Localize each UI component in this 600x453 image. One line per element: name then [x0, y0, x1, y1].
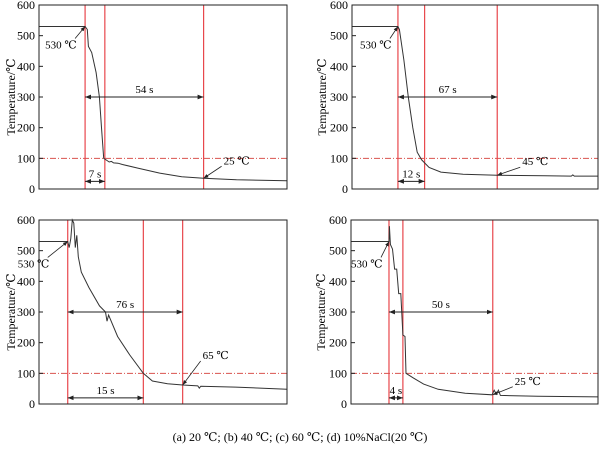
y-tick-label: 600: [330, 0, 348, 12]
y-tick-label: 400: [329, 274, 347, 288]
annotation-arrow: [380, 241, 390, 258]
temperature-annotation: 65 ℃: [203, 350, 229, 362]
y-tick-label: 200: [330, 121, 348, 135]
y-tick-label: 300: [17, 305, 35, 319]
y-tick-label: 200: [329, 336, 347, 350]
figure-caption: (a) 20 ℃; (b) 40 ℃; (c) 60 ℃; (d) 10%NaC…: [173, 430, 428, 444]
annotation-arrow: [497, 166, 521, 176]
y-tick-label: 600: [17, 213, 35, 227]
y-tick-label: 0: [341, 397, 347, 411]
y-axis-label: Temperature/℃: [4, 58, 18, 135]
duration-label: 7 s: [89, 168, 102, 180]
y-tick-label: 400: [17, 274, 35, 288]
y-tick-label: 0: [29, 182, 35, 196]
annotation-arrow: [182, 360, 201, 386]
y-tick-label: 400: [330, 59, 348, 73]
y-tick-label: 400: [17, 59, 35, 73]
annotation-arrow: [203, 165, 222, 179]
temperature-annotation: 530 ℃: [45, 39, 77, 51]
annotation-arrow: [74, 26, 86, 39]
y-axis-label: Temperature/℃: [4, 273, 18, 350]
y-tick-label: 300: [17, 90, 35, 104]
y-tick-label: 0: [342, 182, 348, 196]
duration-label: 76 s: [116, 299, 134, 311]
temperature-annotation: 530 ℃: [351, 258, 383, 270]
temperature-annotation: 530 ℃: [18, 258, 50, 270]
duration-label: 12 s: [402, 168, 420, 180]
y-tick-label: 600: [329, 213, 347, 227]
y-tick-label: 100: [329, 366, 347, 380]
annotation-arrow: [492, 386, 513, 396]
duration-label: 54 s: [135, 84, 153, 96]
panel-c: 0 100 200 300 400 500 600 Temperature/℃ 76 s 15 s…: [4, 213, 288, 411]
y-tick-label: 600: [17, 0, 35, 12]
duration-label: 67 s: [439, 84, 457, 96]
y-tick-label: 0: [29, 397, 35, 411]
temperature-annotation: 25 ℃: [224, 155, 250, 167]
y-tick-label: 100: [17, 366, 35, 380]
panel-a: 0 100 200 300 400 500 600 Temperature/℃ 54 s 7 s 5…: [4, 0, 288, 196]
temperature-curve: [39, 218, 288, 390]
y-tick-label: 500: [17, 29, 35, 43]
y-tick-label: 300: [330, 90, 348, 104]
duration-label: 50 s: [432, 299, 450, 311]
temperature-curve: [352, 26, 598, 177]
y-tick-label: 300: [329, 305, 347, 319]
y-tick-label: 500: [330, 29, 348, 43]
temperature-annotation: 530 ℃: [360, 39, 392, 51]
duration-label: 4 s: [390, 385, 403, 397]
y-tick-label: 500: [329, 244, 347, 258]
y-tick-label: 500: [17, 244, 35, 258]
annotation-arrow: [47, 241, 68, 258]
y-tick-label: 200: [17, 336, 35, 350]
y-tick-label: 100: [330, 151, 348, 165]
temperature-annotation: 45 ℃: [522, 156, 548, 168]
panel-b: 0 100 200 300 400 500 600 Temperature/℃ 67 s 12 s…: [315, 0, 599, 196]
y-tick-label: 200: [17, 121, 35, 135]
y-axis-label: Temperature/℃: [314, 273, 328, 350]
y-tick-label: 100: [17, 151, 35, 165]
y-axis-label: Temperature/℃: [315, 58, 329, 135]
annotation-arrow: [389, 26, 399, 39]
panel-d: 0 100 200 300 400 500 600 Temperature/℃ 50 s 4 s 5…: [314, 213, 599, 411]
duration-label: 15 s: [97, 385, 115, 397]
temperature-curve: [39, 26, 288, 182]
temperature-annotation: 25 ℃: [515, 376, 541, 388]
